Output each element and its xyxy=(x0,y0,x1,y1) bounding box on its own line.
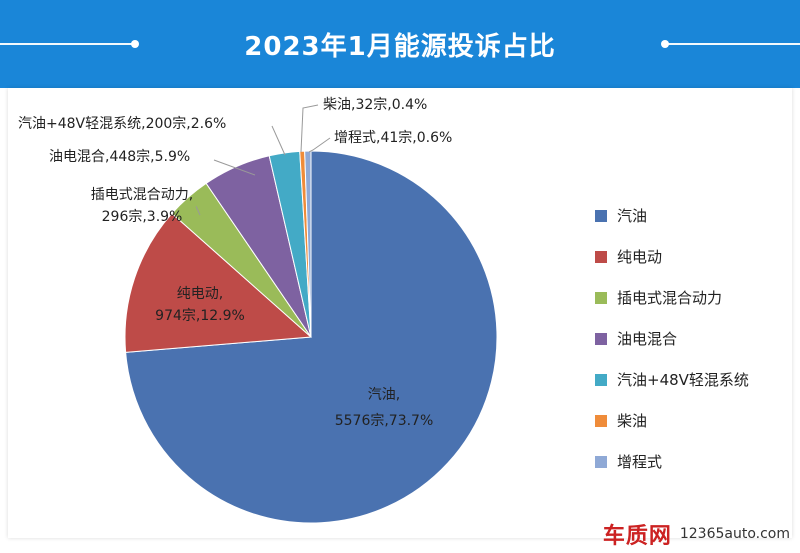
leader-line-3 xyxy=(195,206,201,216)
watermark-url: 12365auto.com xyxy=(679,526,790,542)
legend-swatch-6 xyxy=(595,415,607,427)
pie-slice-2 xyxy=(124,212,313,353)
data-label-1: 汽油, 5576宗,73.7% xyxy=(335,387,434,429)
legend-label-7: 增程式 xyxy=(617,453,662,471)
data-labels: 汽油, 5576宗,73.7% 纯电动, 974宗,12.9% 插电式混合动力, 296宗… xyxy=(18,97,452,429)
banner-dot-left xyxy=(131,40,139,48)
leader-line-5 xyxy=(271,125,286,156)
legend-swatch-3 xyxy=(595,292,607,304)
legend-label-3: 插电式混合动力 xyxy=(617,289,722,307)
chart-title: 2023年1月能源投诉占比 xyxy=(244,32,556,62)
data-label-4: 油电混合,448宗,5.9% xyxy=(49,149,190,165)
legend-label-5: 汽油+48V轻混系统 xyxy=(617,371,749,389)
legend-swatch-4 xyxy=(595,333,607,345)
banner-line-left xyxy=(0,43,135,45)
legend-swatch-5 xyxy=(595,374,607,386)
legend-label-2: 纯电动 xyxy=(617,248,662,266)
legend-label-1: 汽油 xyxy=(617,207,647,225)
legend-swatch-1 xyxy=(595,210,607,222)
title-banner: 2023年1月能源投诉占比 xyxy=(0,0,800,88)
leader-line-7 xyxy=(308,137,331,153)
legend-label-6: 柴油 xyxy=(617,412,647,430)
legend-label-4: 油电混合 xyxy=(617,330,677,348)
watermark: 车质网 12365auto.com xyxy=(602,520,790,549)
data-label-5: 汽油+48V轻混系统,200宗,2.6% xyxy=(18,116,226,132)
data-label-6: 柴油,32宗,0.4% xyxy=(323,97,427,113)
data-label-3: 插电式混合动力, 296宗,3.9% xyxy=(91,187,193,225)
banner-line-right xyxy=(665,43,800,45)
legend-swatch-2 xyxy=(595,251,607,263)
pie-slices xyxy=(124,150,498,524)
banner-dot-right xyxy=(661,40,669,48)
data-label-7: 增程式,41宗,0.6% xyxy=(334,130,452,146)
legend-swatch-7 xyxy=(595,456,607,468)
watermark-logo: 车质网 xyxy=(602,524,672,549)
leader-lines xyxy=(195,104,331,216)
leader-line-4 xyxy=(213,159,256,176)
leader-line-6 xyxy=(300,104,319,153)
data-label-2: 纯电动, 974宗,12.9% xyxy=(155,286,245,324)
